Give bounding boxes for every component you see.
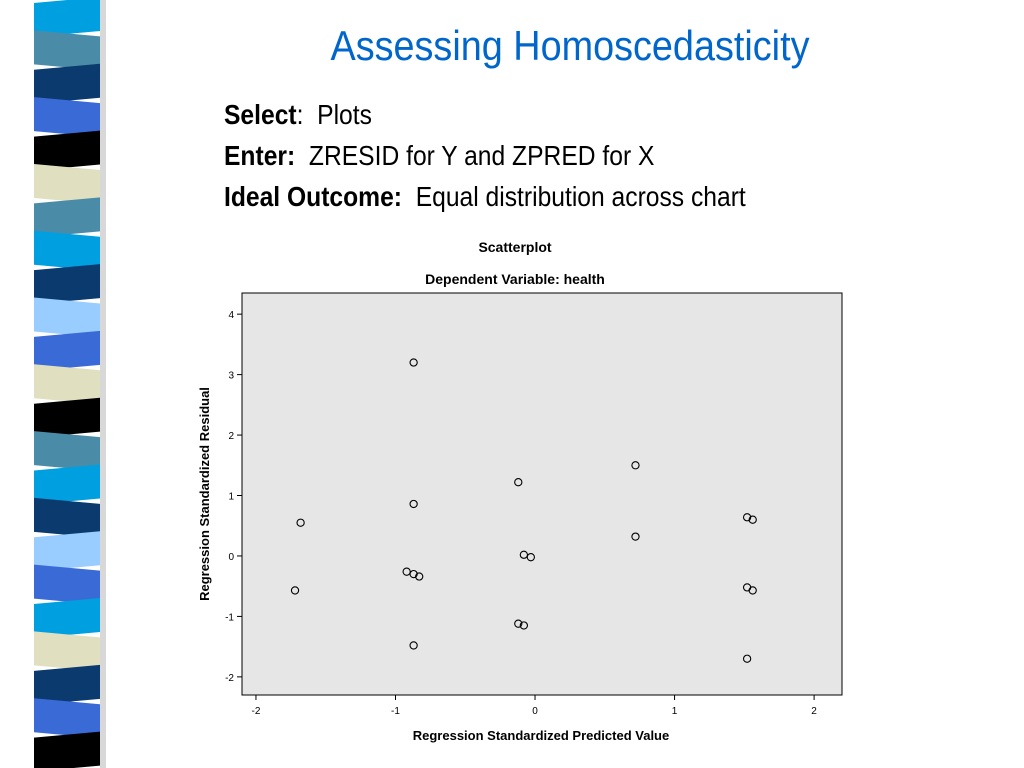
plot-area bbox=[241, 292, 843, 696]
scatter-point bbox=[742, 654, 752, 663]
stripe-segment bbox=[34, 63, 100, 104]
stripe-segment bbox=[34, 264, 100, 305]
stripe-segment bbox=[34, 598, 100, 639]
x-tick-label: 2 bbox=[811, 706, 817, 717]
stripe-segment bbox=[34, 397, 100, 438]
scatter-point bbox=[290, 586, 300, 595]
stripe-segment bbox=[34, 664, 100, 705]
bullet-label: Select bbox=[224, 99, 297, 130]
scatter-point bbox=[742, 513, 752, 522]
scatter-point bbox=[631, 461, 640, 470]
scatter-point bbox=[748, 515, 757, 524]
stripe-segment bbox=[34, 564, 100, 605]
stripe-segment bbox=[34, 30, 100, 71]
bullet-separator: : bbox=[296, 99, 318, 130]
bullet-select: Select: Plots bbox=[224, 94, 858, 135]
stripe-segment bbox=[34, 497, 100, 538]
x-tick-label: 0 bbox=[532, 706, 538, 717]
scatter-point bbox=[514, 478, 523, 487]
stripe-segment bbox=[34, 0, 100, 37]
scatter-point bbox=[415, 572, 424, 581]
stripe-segment bbox=[34, 197, 100, 238]
y-tick-label: -1 bbox=[225, 612, 234, 623]
bullet-enter: Enter: ZRESID for Y and ZPRED for X bbox=[224, 135, 858, 176]
scatter-point bbox=[514, 619, 523, 628]
chart-subtitle: Dependent Variable: health bbox=[425, 271, 605, 287]
y-tick-label: 4 bbox=[228, 310, 234, 321]
stripe-segment bbox=[34, 431, 100, 472]
scatter-point bbox=[409, 569, 418, 579]
scatter-point bbox=[409, 358, 418, 367]
bullet-label: Ideal Outcome: bbox=[224, 181, 402, 212]
scatter-point bbox=[409, 641, 418, 650]
bullet-text: Plots bbox=[317, 99, 372, 130]
y-tick-label: 1 bbox=[228, 492, 234, 503]
x-tick-label: -1 bbox=[391, 706, 400, 717]
bullet-text: ZRESID for Y and ZPRED for X bbox=[308, 140, 655, 171]
bullet-separator bbox=[402, 181, 416, 212]
y-tick-label: -2 bbox=[225, 673, 234, 684]
stripe-segment bbox=[34, 631, 100, 672]
stripe-shadow bbox=[100, 0, 106, 768]
x-axis-label: Regression Standardized Predicted Value bbox=[413, 728, 669, 743]
scatter-point bbox=[296, 518, 305, 527]
scatter-point bbox=[519, 550, 529, 559]
scatter-point bbox=[409, 499, 418, 509]
stripe-segment bbox=[34, 698, 100, 739]
scatterplot-chart: Scatterplot Dependent Variable: health -… bbox=[197, 239, 843, 743]
stripe-segment bbox=[34, 464, 100, 505]
scatter-point bbox=[526, 553, 535, 562]
stripe-segment bbox=[34, 97, 100, 138]
stripe-segment bbox=[34, 531, 100, 572]
bullet-separator bbox=[295, 140, 309, 171]
stripe-segment bbox=[34, 731, 100, 768]
y-axis-label: Regression Standardized Residual bbox=[197, 387, 212, 601]
y-tick-label: 0 bbox=[228, 552, 234, 563]
y-axis: -2 -1 0 1 2 3 4 bbox=[225, 310, 242, 684]
x-axis: -2 -1 0 1 2 bbox=[252, 695, 817, 717]
slide-title: Assessing Homoscedasticity bbox=[330, 22, 810, 69]
scatter-point bbox=[402, 567, 411, 576]
x-tick-label: 1 bbox=[672, 706, 678, 717]
bullet-list: Select: Plots Enter: ZRESID for Y and ZP… bbox=[224, 94, 858, 217]
bullet-label: Enter: bbox=[224, 140, 296, 171]
bullet-ideal-outcome: Ideal Outcome: Equal distribution across… bbox=[224, 176, 858, 217]
stripe-segment bbox=[34, 330, 100, 371]
data-points bbox=[290, 358, 757, 663]
scatter-point bbox=[748, 586, 757, 595]
stripe-segment bbox=[34, 130, 100, 171]
stripe-segment bbox=[34, 297, 100, 338]
stripe-segment bbox=[34, 364, 100, 405]
scatter-point bbox=[519, 621, 529, 630]
decorative-stripe bbox=[34, 0, 106, 768]
scatter-point bbox=[631, 532, 640, 541]
y-tick-label: 2 bbox=[228, 431, 234, 442]
bullet-text: Equal distribution across chart bbox=[415, 181, 746, 212]
chart-title: Scatterplot bbox=[478, 239, 551, 255]
stripe-segment bbox=[34, 163, 100, 204]
stripe-segment bbox=[34, 230, 100, 271]
y-tick-label: 3 bbox=[228, 371, 234, 382]
x-tick-label: -2 bbox=[252, 706, 261, 717]
